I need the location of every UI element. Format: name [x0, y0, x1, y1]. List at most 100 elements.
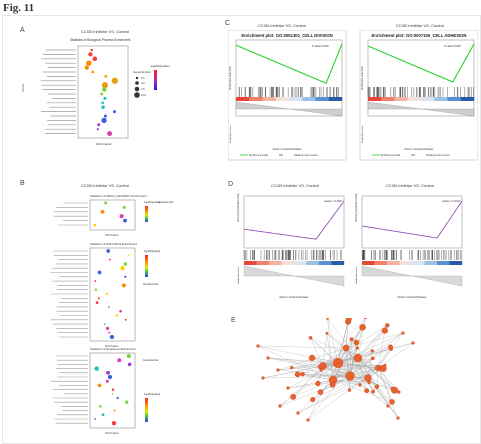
network-edge: [302, 374, 334, 381]
network-edge: [345, 327, 363, 349]
network-edge: [307, 357, 359, 421]
panel-a-legend-q-colorbar: [154, 70, 157, 90]
panel-d-title-2: CCI30 inhibitor VS. Control: [385, 183, 435, 188]
network-edge: [262, 375, 351, 379]
gsea-band-segment: [289, 97, 303, 101]
gsea-d-xlabel: Rank in Ordered Dataset: [280, 295, 309, 299]
gsea-d-plot-1: pvalue = 0.0007 Running Enrichment Score…: [237, 193, 345, 299]
network-edge: [349, 332, 404, 377]
network-edges: [257, 318, 414, 421]
gsea-band-segment: [387, 261, 400, 265]
network-node: [379, 365, 387, 372]
enrichment-bubble: [101, 413, 105, 417]
gsea-band-segment: [244, 261, 257, 265]
panel-d-chart: pvalue = 0.0007 Running Enrichment Score…: [237, 193, 463, 299]
panel-c-letter: C: [225, 20, 231, 27]
gsea-d-stat: pvalue = 0.0012: [442, 199, 461, 203]
gsea-band-segment: [275, 97, 290, 101]
gsea-d-hits: [243, 250, 343, 260]
network-nodes: [256, 318, 415, 422]
panel-b-plot-1: [89, 199, 136, 231]
network-node: [278, 404, 282, 408]
network-node: [296, 411, 300, 415]
network-node: [347, 388, 352, 392]
enrichment-bubble: [93, 223, 97, 227]
enrichment-bubble: [94, 288, 98, 291]
network-edge: [291, 367, 351, 377]
panel-a-term-labels: [40, 49, 76, 134]
network-edge: [297, 377, 369, 414]
network-node: [371, 389, 375, 394]
enrichment-bubble: [94, 366, 99, 371]
network-edge: [257, 345, 334, 381]
enrichment-bubble: [108, 331, 111, 334]
panel-a-title: CCI30 inhibitor VS. Control: [80, 29, 130, 34]
network-edge: [310, 337, 351, 377]
enrichment-bubble: [96, 128, 99, 131]
network-node: [386, 404, 390, 408]
network-edge: [326, 333, 347, 349]
gsea-band-segment: [449, 261, 463, 265]
network-edge: [357, 330, 385, 359]
network-edge: [345, 332, 404, 349]
network-edge: [357, 357, 399, 393]
panel-c-chart: Enrichment plot: GO:0051301_CELL DIVISIO…: [228, 30, 478, 161]
gsea-band-segment: [407, 97, 422, 101]
network-node: [396, 416, 400, 420]
gsea-d-metric: [243, 265, 345, 287]
network-edge: [322, 333, 328, 367]
panel-b-chart: Statistics of KEGG_PATHWAY Enrichment Ri…: [50, 194, 174, 435]
network-edge: [332, 327, 363, 381]
network-edge: [279, 367, 379, 407]
enrichment-bubble: [94, 280, 97, 283]
gsea-d-hits: [362, 250, 463, 260]
network-node: [363, 318, 367, 320]
legend-gene-value-1: 2.5: [141, 76, 145, 80]
enrichment-bubble: [105, 379, 109, 383]
network-node: [306, 418, 310, 422]
panel-b-xlabel-3: Rich Factor: [105, 431, 118, 435]
enrichment-bubble: [94, 418, 96, 420]
enrichment-bubble: [106, 370, 111, 375]
network-node: [355, 346, 359, 350]
enrichment-bubble: [111, 392, 114, 395]
network-node: [276, 368, 280, 372]
network-node: [294, 371, 301, 378]
panel-b-xlabel-2: Rich Factor: [105, 344, 118, 348]
enrichment-bubble: [113, 409, 116, 412]
enrichment-bubble: [111, 388, 115, 391]
panel-b-plot-3-content: [50, 353, 132, 426]
panel-b-colorbar-3: [145, 398, 148, 422]
gsea-heading: Enrichment plot: GO:0007155_CELL ADHESIO…: [372, 33, 467, 38]
enrichment-bubble: [104, 201, 108, 205]
network-edge: [312, 367, 379, 400]
network-edge: [332, 325, 388, 381]
network-node: [325, 331, 329, 335]
network-edge: [349, 330, 385, 377]
network-edge: [279, 362, 339, 407]
network-edge: [377, 367, 393, 402]
network-edge: [312, 357, 369, 379]
gsea-d-es-area: [243, 195, 345, 249]
network-edge: [332, 379, 370, 383]
legend-gene-value-4: 10.0: [141, 93, 147, 97]
network-node: [300, 371, 305, 377]
network-edge: [357, 357, 389, 407]
enrichment-bubble: [102, 87, 107, 92]
network-edge: [297, 367, 379, 414]
network-edge: [337, 327, 363, 364]
gsea-band-segment: [447, 97, 461, 101]
network-node: [266, 356, 270, 360]
gsea-band-segment: [281, 261, 295, 265]
network-edge: [357, 342, 414, 359]
gsea-band-segment: [331, 261, 345, 265]
gsea-band-segment: [249, 97, 263, 101]
network-edge: [377, 367, 393, 390]
network-edge: [332, 332, 404, 381]
network-edge: [349, 346, 391, 377]
gsea-d-xlabel: Rank in Ordered Dataset: [398, 295, 427, 299]
enrichment-bubble: [111, 77, 118, 84]
network-edge: [277, 365, 324, 371]
gsea-band-segment: [424, 261, 438, 265]
network-edge: [377, 348, 392, 369]
